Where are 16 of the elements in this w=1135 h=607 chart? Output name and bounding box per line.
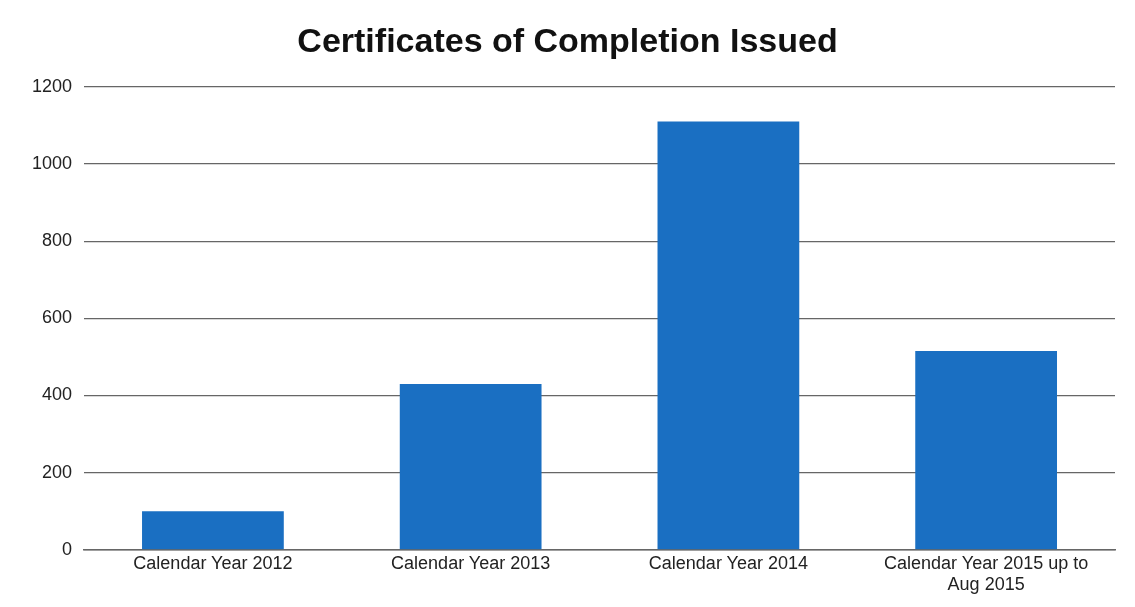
bar — [915, 351, 1058, 550]
bar — [657, 121, 800, 550]
y-tick-label: 400 — [42, 384, 73, 405]
bar — [142, 511, 284, 550]
y-tick-label: 800 — [42, 230, 73, 251]
y-tick-label: 1000 — [32, 152, 73, 173]
y-tick-label: 1200 — [32, 75, 73, 96]
bar — [399, 383, 542, 550]
y-tick-label: 200 — [42, 461, 73, 482]
x-tick-label: Calendar Year 2012 — [133, 552, 293, 573]
chart-title: Certificates of Completion Issued — [297, 20, 838, 59]
x-tick-label: Calendar Year 2013 — [391, 552, 551, 573]
y-tick-label: 600 — [42, 307, 73, 328]
x-tick-label: Calendar Year 2014 — [648, 552, 808, 573]
x-tick-label: Calendar Year 2015 up to Aug 2015 — [884, 552, 1089, 595]
y-tick-label: 0 — [62, 538, 73, 559]
